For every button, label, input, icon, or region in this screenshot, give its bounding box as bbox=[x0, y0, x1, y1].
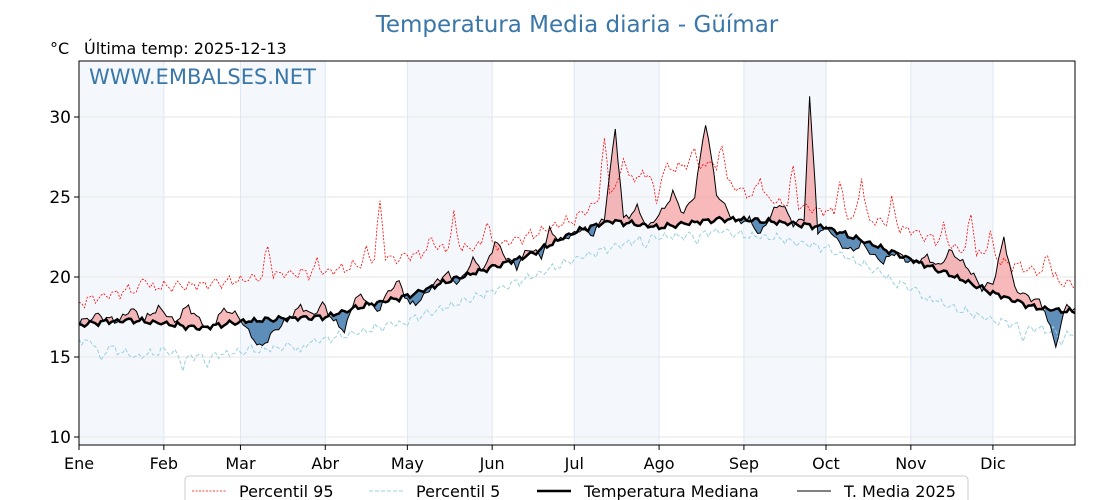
cold-anomaly-area bbox=[453, 276, 463, 285]
x-tick-label: Sep bbox=[729, 454, 759, 473]
month-band-jul bbox=[574, 61, 660, 445]
cold-anomaly-area bbox=[1044, 306, 1065, 348]
watermark: WWW.EMBALSES.NET bbox=[89, 65, 316, 89]
grid-lines bbox=[78, 61, 1075, 445]
cold-anomaly-area bbox=[404, 282, 435, 306]
x-tick-label: Oct bbox=[812, 454, 840, 473]
x-tick-label: Jun bbox=[479, 454, 505, 473]
last-temp-label: Última temp: 2025-12-13 bbox=[84, 39, 287, 58]
x-tick-label: Ago bbox=[644, 454, 675, 473]
legend: Percentil 95 Percentil 5 Temperatura Media… bbox=[184, 475, 969, 500]
percentil-5-line bbox=[78, 227, 1076, 374]
y-tick-label: 20 bbox=[49, 268, 71, 288]
percentil-95-line bbox=[78, 138, 1076, 309]
warm-anomaly-area bbox=[382, 280, 405, 303]
series-lines bbox=[78, 96, 1076, 374]
warm-anomaly-area bbox=[598, 128, 646, 227]
warm-anomaly-area bbox=[546, 226, 567, 248]
cold-anomaly-area bbox=[828, 228, 862, 252]
legend-label: Temperatura Mediana bbox=[583, 482, 759, 500]
warm-anomaly-area bbox=[286, 301, 331, 321]
y-tick-label: 25 bbox=[49, 188, 71, 208]
x-tick-label: Nov bbox=[895, 454, 926, 473]
x-tick-label: Abr bbox=[311, 454, 339, 473]
month-band-ene bbox=[79, 61, 164, 445]
warm-anomaly-area bbox=[522, 249, 539, 260]
x-tick-label: Feb bbox=[150, 454, 178, 473]
cold-anomaly-area bbox=[243, 316, 287, 346]
x-axis: Ene Feb Mar Abr May Jun Jul Ago Sep Oct Nov Dic bbox=[64, 445, 1006, 473]
y-tick-label: 10 bbox=[49, 428, 71, 448]
chart-title: Temperatura Media diaria - Güímar bbox=[375, 12, 779, 38]
y-tick-label: 30 bbox=[49, 108, 71, 128]
y-axis: 10 15 20 25 30 bbox=[49, 108, 79, 448]
month-band-sep bbox=[743, 61, 826, 445]
x-tick-label: May bbox=[391, 454, 424, 473]
unit-label: °C bbox=[50, 39, 69, 58]
temperatura-mediana-line bbox=[78, 215, 1076, 332]
warm-anomaly-area bbox=[81, 318, 90, 327]
cold-anomaly-area bbox=[738, 216, 750, 224]
cold-anomaly-area bbox=[538, 238, 547, 260]
month-band-mar bbox=[240, 61, 326, 445]
month-band-may bbox=[407, 61, 493, 445]
legend-label: Percentil 5 bbox=[416, 482, 500, 500]
x-tick-label: Mar bbox=[225, 454, 256, 473]
plot-frame bbox=[78, 60, 1076, 446]
warm-anomaly-area bbox=[771, 205, 794, 227]
warm-anomaly-area bbox=[648, 125, 733, 230]
legend-label: Percentil 95 bbox=[239, 482, 334, 500]
x-tick-label: Dic bbox=[980, 454, 1006, 473]
y-tick-label: 15 bbox=[49, 348, 71, 368]
cold-anomaly-area bbox=[817, 224, 826, 235]
x-tick-label: Ene bbox=[64, 454, 94, 473]
legend-label: T. Media 2025 bbox=[843, 482, 956, 500]
cold-anomaly-area bbox=[864, 241, 898, 265]
x-tick-label: Jul bbox=[564, 454, 584, 473]
legend-box bbox=[184, 475, 969, 500]
